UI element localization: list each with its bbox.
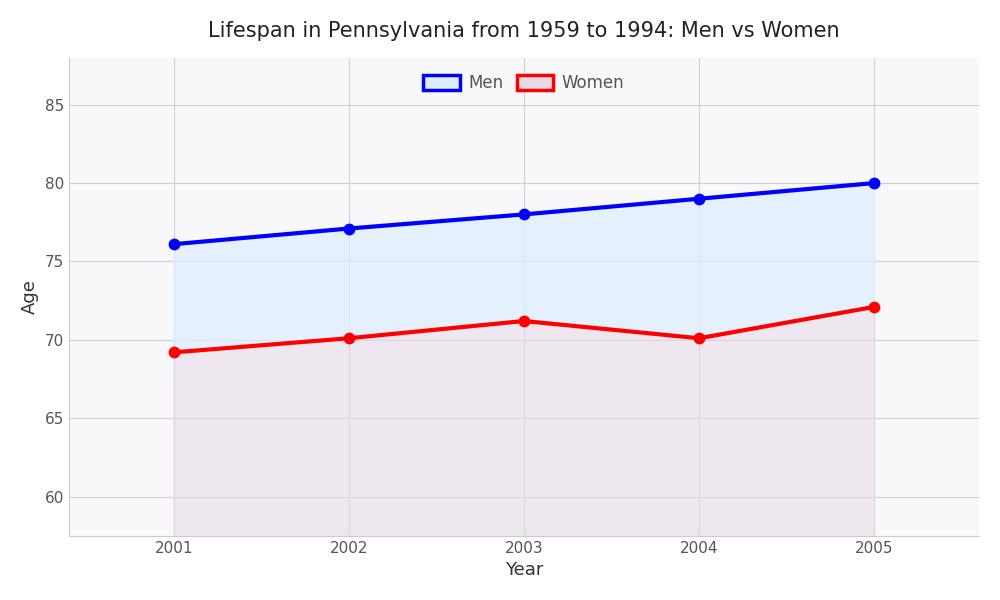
Legend: Men, Women: Men, Women	[415, 66, 633, 101]
Title: Lifespan in Pennsylvania from 1959 to 1994: Men vs Women: Lifespan in Pennsylvania from 1959 to 19…	[208, 21, 840, 41]
X-axis label: Year: Year	[505, 561, 543, 579]
Y-axis label: Age: Age	[21, 279, 39, 314]
